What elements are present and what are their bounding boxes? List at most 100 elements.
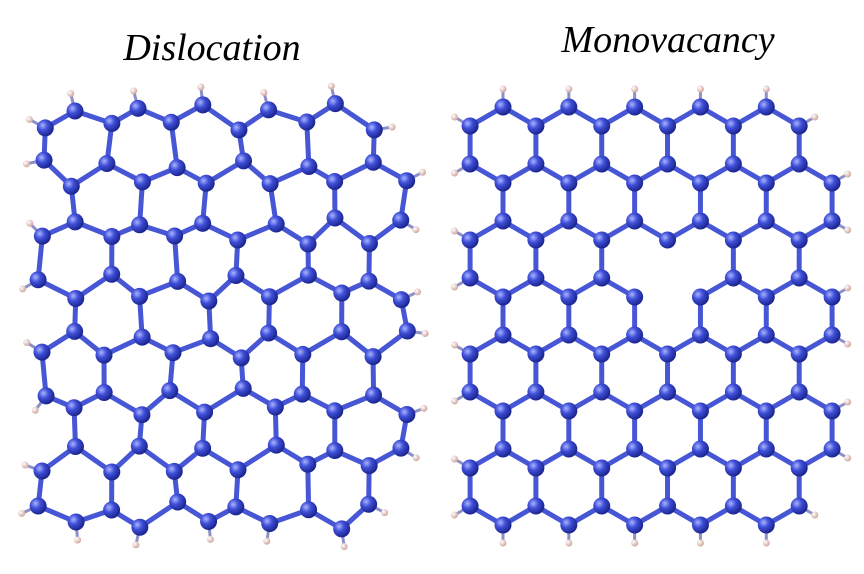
carbon-atom — [326, 172, 344, 190]
carbon-atom — [333, 284, 351, 302]
carbon-atom — [398, 172, 416, 190]
hydrogen-atom — [696, 539, 704, 547]
carbon-atom — [161, 382, 179, 400]
carbon-atom — [757, 174, 775, 192]
carbon-atom — [33, 227, 51, 245]
carbon-atom — [527, 231, 545, 249]
carbon-atom — [659, 383, 677, 401]
carbon-atom — [326, 209, 344, 227]
carbon-atom — [33, 343, 51, 361]
hydrogen-atom — [420, 404, 428, 412]
carbon-atom — [194, 96, 212, 114]
carbon-atom — [560, 212, 578, 230]
carbon-atom — [261, 175, 279, 193]
carbon-atom — [131, 216, 149, 234]
carbon-atom — [66, 438, 84, 456]
carbon-atom — [461, 269, 479, 287]
carbon-atom — [527, 155, 545, 173]
hydrogen-atom — [844, 340, 852, 348]
hydrogen-atom — [696, 85, 704, 93]
hydrogen-atom — [451, 169, 459, 177]
hydrogen-atom — [631, 539, 639, 547]
carbon-atom — [593, 155, 611, 173]
hydrogen-atom — [451, 397, 459, 405]
carbon-atom — [260, 101, 278, 119]
carbon-atom — [36, 119, 54, 137]
carbon-atom — [494, 440, 512, 458]
carbon-atom — [133, 328, 151, 346]
hydrogen-atom — [388, 123, 396, 131]
carbon-atom — [266, 398, 284, 416]
hydrogen-atom — [451, 227, 459, 235]
hydrogen-atom — [26, 219, 34, 227]
lattice-dislocation — [18, 82, 429, 551]
hydrogen-atom — [762, 85, 770, 93]
lattice-monovacancy — [451, 85, 852, 547]
hydrogen-atom — [811, 511, 819, 519]
carbon-atom — [461, 383, 479, 401]
carbon-atom — [300, 157, 318, 175]
hydrogen-atom — [340, 543, 348, 551]
hydrogen-atom — [844, 170, 852, 178]
carbon-atom — [494, 326, 512, 344]
carbon-atom — [593, 231, 611, 249]
carbon-atom — [299, 266, 317, 284]
carbon-atom — [790, 383, 808, 401]
carbon-atom — [235, 152, 253, 170]
carbon-atom — [294, 345, 312, 363]
hydrogen-atom — [22, 160, 30, 168]
carbon-atom — [560, 402, 578, 420]
carbon-atom — [360, 457, 378, 475]
carbon-atom — [560, 98, 578, 116]
carbon-atom — [527, 269, 545, 287]
hydrogen-atom — [25, 115, 33, 123]
carbon-atom — [365, 121, 383, 139]
carbon-atom — [691, 440, 709, 458]
hydrogen-atom — [499, 85, 507, 93]
carbon-atom — [527, 345, 545, 363]
hydrogen-atom — [19, 285, 27, 293]
carbon-atom — [392, 291, 410, 309]
carbon-atom — [229, 231, 247, 249]
carbon-atom — [757, 402, 775, 420]
carbon-atom — [823, 174, 841, 192]
carbon-atom — [724, 497, 742, 515]
carbon-atom — [724, 383, 742, 401]
carbon-atom — [724, 155, 742, 173]
carbon-atom — [293, 385, 311, 403]
hydrogen-atom — [844, 226, 852, 234]
carbon-atom — [790, 269, 808, 287]
carbon-atom — [232, 349, 250, 367]
carbon-atom — [691, 174, 709, 192]
carbon-atom — [626, 402, 644, 420]
carbon-atom — [724, 345, 742, 363]
carbon-atom — [360, 235, 378, 253]
carbon-atom — [790, 497, 808, 515]
hydrogen-atom — [23, 339, 31, 347]
carbon-atom — [724, 459, 742, 477]
carbon-atom — [398, 322, 416, 340]
carbon-atom — [593, 269, 611, 287]
hydrogen-atom — [451, 283, 459, 291]
carbon-atom — [691, 402, 709, 420]
carbon-atom — [168, 159, 186, 177]
carbon-atom — [103, 228, 121, 246]
carbon-atom — [626, 174, 644, 192]
hydrogen-atom — [844, 398, 852, 406]
carbon-atom — [103, 114, 121, 132]
carbon-atom — [527, 497, 545, 515]
carbon-atom — [494, 174, 512, 192]
carbon-atom — [626, 98, 644, 116]
carbon-atom — [37, 387, 55, 405]
carbon-atom — [29, 271, 47, 289]
hydrogen-atom — [197, 83, 205, 91]
carbon-atom — [527, 459, 545, 477]
carbon-atom — [35, 151, 53, 169]
carbon-atom — [659, 459, 677, 477]
carbon-atom — [724, 269, 742, 287]
hydrogen-atom — [130, 87, 138, 95]
hydrogen-atom — [327, 82, 335, 90]
carbon-atom — [560, 516, 578, 534]
carbon-atom — [494, 288, 512, 306]
hydrogen-atom — [67, 90, 75, 98]
